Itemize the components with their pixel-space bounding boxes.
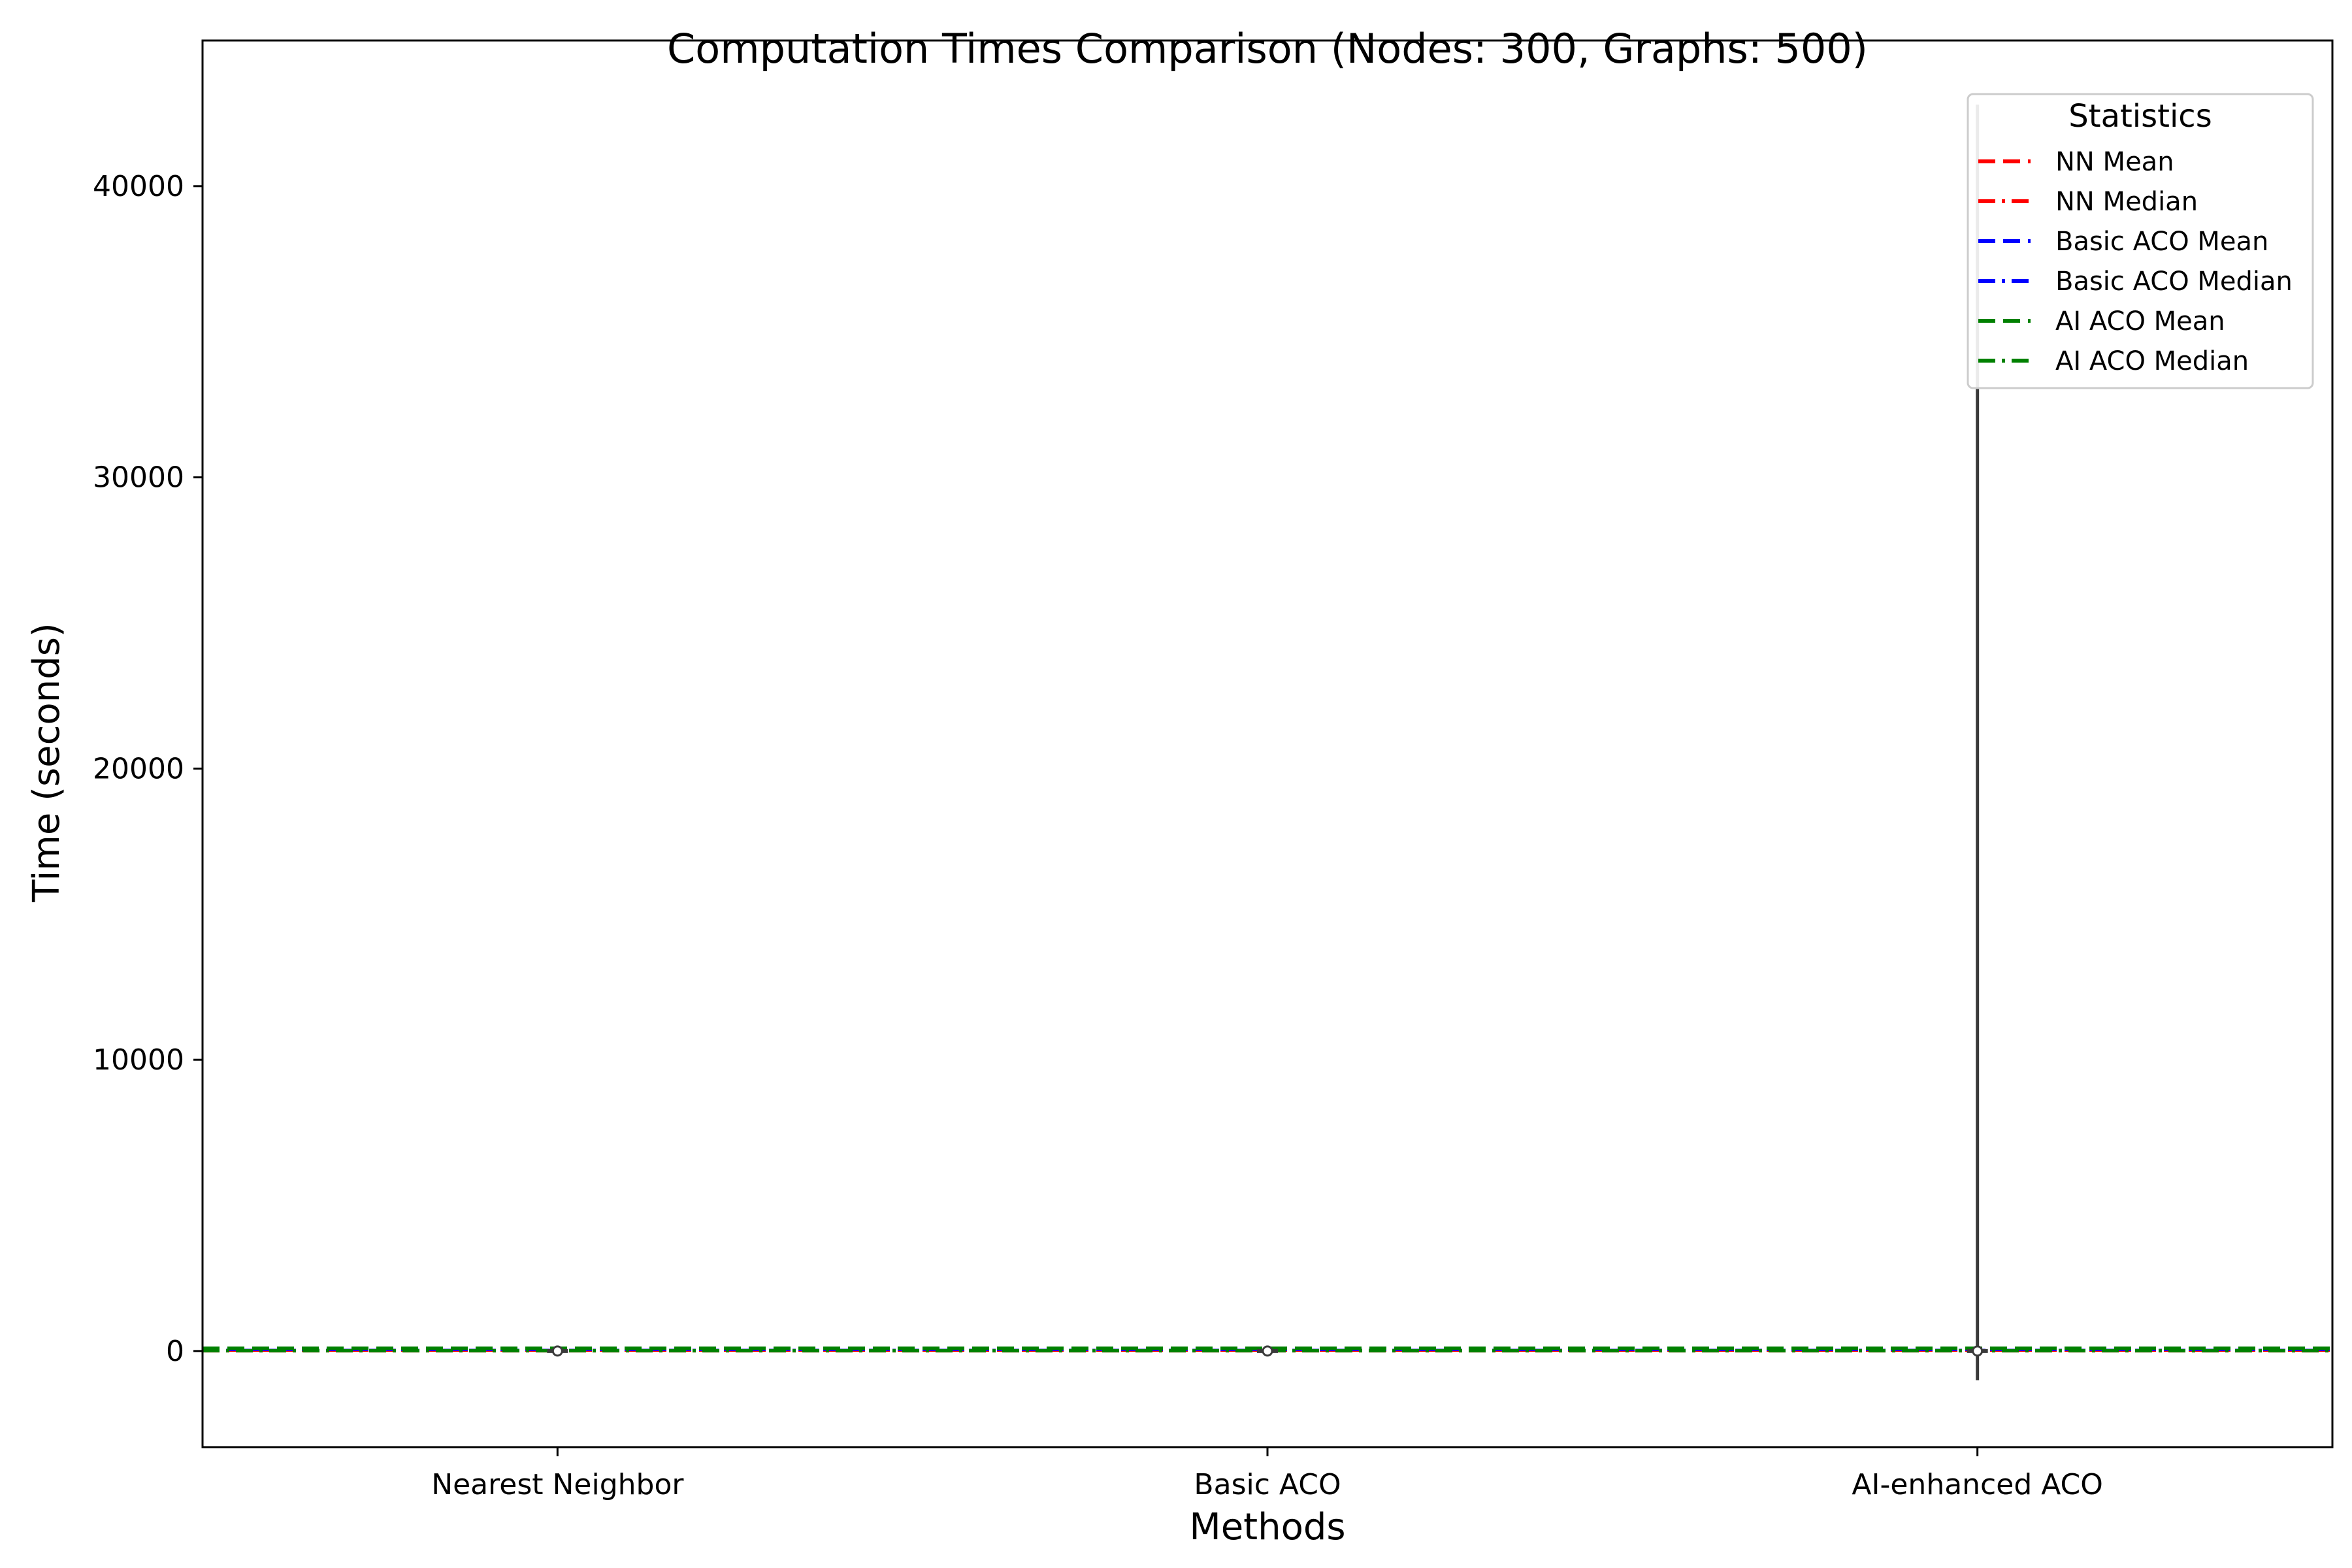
y-tick-label: 40000	[93, 170, 184, 203]
y-axis-label: Time (seconds)	[25, 623, 68, 902]
y-tick-label: 30000	[93, 461, 184, 495]
chart-title: Computation Times Comparison (Nodes: 300…	[667, 25, 1868, 73]
x-tick-label: AI-enhanced ACO	[1852, 1468, 2103, 1501]
legend-label: Basic ACO Median	[2055, 267, 2293, 297]
legend-title: Statistics	[2068, 98, 2212, 135]
median-point	[1972, 1345, 1984, 1357]
legend-label: AI ACO Median	[2055, 346, 2249, 376]
x-axis-label: Methods	[1189, 1506, 1345, 1548]
y-tick-label: 0	[166, 1335, 184, 1368]
legend-label: NN Median	[2055, 187, 2198, 217]
y-tick-label: 10000	[93, 1043, 184, 1077]
legend-label: NN Mean	[2055, 147, 2174, 177]
median-point	[1262, 1345, 1273, 1357]
y-tick-label: 20000	[93, 752, 184, 785]
legend: Statistics NN Mean NN Median Basic ACO Mean…	[1967, 93, 2314, 389]
x-tick-label: Nearest Neighbor	[431, 1468, 684, 1501]
median-point	[551, 1345, 563, 1357]
legend-label: AI ACO Mean	[2055, 306, 2225, 336]
x-tick-label: Basic ACO	[1194, 1468, 1341, 1501]
legend-box	[1967, 93, 2314, 389]
legend-label: Basic ACO Mean	[2055, 227, 2268, 257]
